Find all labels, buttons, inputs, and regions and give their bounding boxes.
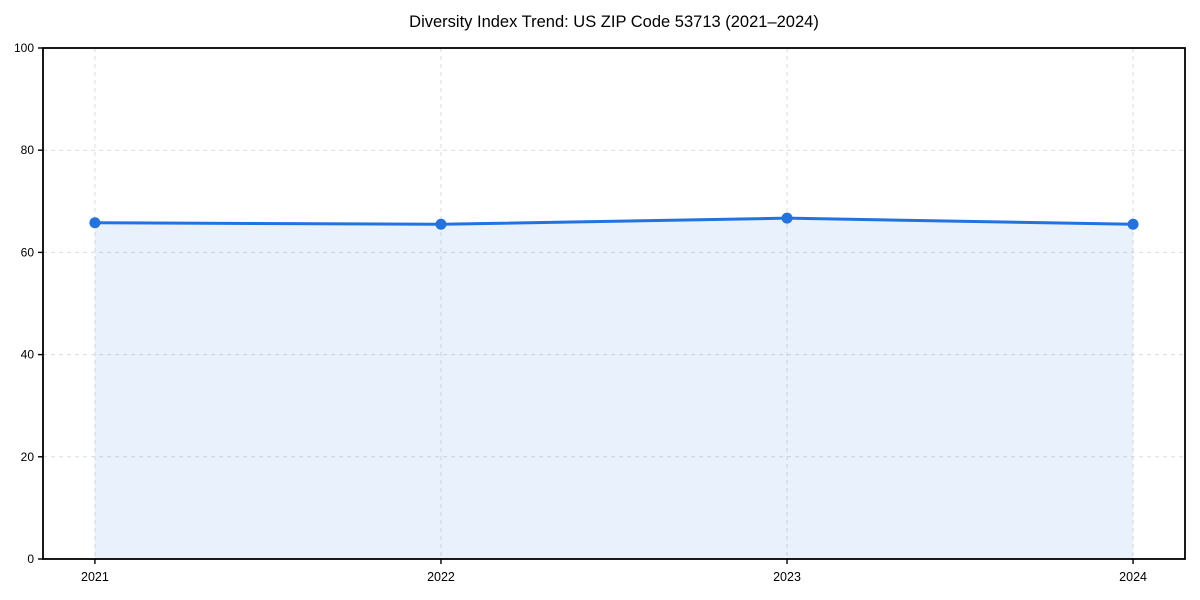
y-axis-tick-label: 100 [14,41,34,55]
y-axis-tick-label: 40 [21,348,35,362]
x-axis-tick-label: 2024 [1119,570,1147,584]
y-axis-tick-label: 20 [21,450,35,464]
y-axis-tick-label: 0 [27,552,34,566]
plot-area: 0 20 40 60 80 100 2021 2022 2023 2024 [14,41,1186,584]
data-point-marker [89,217,101,229]
data-point-marker [435,218,447,230]
trend-line [93,216,1135,226]
y-axis-tick-label: 60 [21,245,35,259]
area-fill [94,218,1134,559]
data-point-marker [1127,218,1139,230]
x-axis-tick-label: 2021 [81,570,109,584]
x-axis-tick-label: 2023 [773,570,801,584]
data-point-marker [781,212,793,224]
x-axis-tick-label: 2022 [427,570,455,584]
y-axis-tick-label: 80 [21,143,35,157]
chart-title: Diversity Index Trend: US ZIP Code 53713… [409,13,819,31]
axes-spines [42,47,1186,560]
